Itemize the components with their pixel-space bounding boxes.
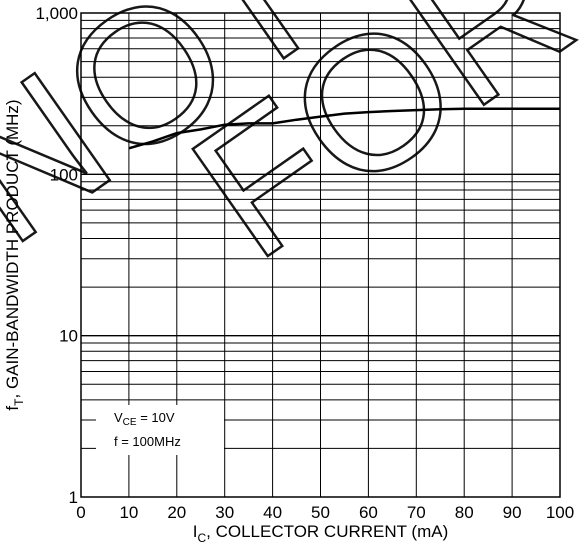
plot-frame [80,12,561,498]
x-tick-label: 20 [167,503,186,522]
y-tick-label: 1,000 [35,4,78,23]
x-axis-label-sub: C [197,531,206,545]
x-tick-label: 10 [119,503,138,522]
x-axis-label-rest: , COLLECTOR CURRENT (mA) [206,522,448,541]
x-tick-label: 100 [546,503,574,522]
x-tick-labels: 0 10 20 30 40 50 60 70 80 90 100 [76,503,574,522]
annotation-vce-main: V [114,410,123,425]
x-tick-label: 30 [215,503,234,522]
annotation-box: VCE = 10V f = 100MHz [96,405,224,455]
x-tick-label: 0 [76,503,85,522]
x-axis-label: IC, COLLECTOR CURRENT (mA) [193,522,449,545]
y-tick-label: 10 [59,327,78,346]
annotation-background [96,405,224,455]
annotation-frequency: f = 100MHz [114,434,181,449]
y-tick-label: 1 [69,488,78,507]
x-tick-label: 60 [359,503,378,522]
y-axis-label: fT, GAIN-BANDWIDTH PRODUCT (MHz) [3,99,26,410]
y-axis-label-main: f [3,406,22,411]
x-axis-label-main: I [193,522,198,541]
annotation-vce-rest: = 10V [137,410,175,425]
y-tick-label: 100 [50,165,78,184]
series-group [128,107,560,150]
x-tick-label: 50 [311,503,330,522]
annotation-vce: VCE = 10V [114,410,175,428]
y-axis-label-rest: , GAIN-BANDWIDTH PRODUCT (MHz) [3,99,22,398]
x-tick-label: 70 [407,503,426,522]
x-tick-label: 40 [263,503,282,522]
grid [81,13,560,497]
annotation-vce-sub: CE [123,417,137,428]
series-line [128,107,560,150]
x-tick-label: 80 [455,503,474,522]
x-tick-label: 90 [503,503,522,522]
y-axis-label-sub: T [12,398,26,406]
y-tick-labels: 1 10 100 1,000 [35,4,78,507]
